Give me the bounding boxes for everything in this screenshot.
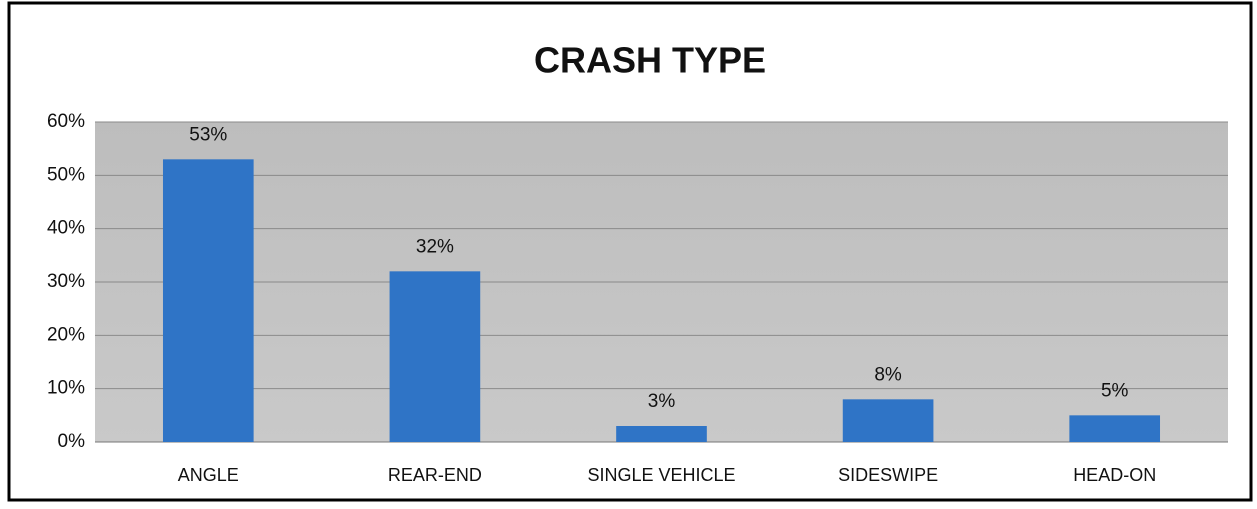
- value-label: 32%: [416, 236, 454, 257]
- value-label: 8%: [874, 364, 902, 385]
- x-tick-label: SIDESWIPE: [838, 465, 938, 485]
- y-tick-label: 0%: [58, 431, 86, 452]
- value-label: 53%: [189, 124, 227, 145]
- y-tick-label: 50%: [47, 164, 85, 185]
- y-tick-label: 40%: [47, 218, 85, 239]
- bar: [389, 271, 481, 442]
- x-tick-label: SINGLE VEHICLE: [587, 465, 735, 485]
- y-tick-label: 30%: [47, 271, 85, 292]
- x-tick-label: HEAD-ON: [1073, 465, 1156, 485]
- chart-title: CRASH TYPE: [534, 40, 766, 81]
- x-tick-label: REAR-END: [388, 465, 482, 485]
- y-tick-label: 10%: [47, 378, 85, 399]
- y-tick-label: 20%: [47, 324, 85, 345]
- x-tick-label: ANGLE: [178, 465, 239, 485]
- bar: [1069, 415, 1161, 442]
- bar: [616, 426, 707, 442]
- bar: [162, 159, 254, 443]
- bar: [842, 399, 934, 442]
- value-label: 5%: [1101, 380, 1129, 401]
- y-tick-label: 60%: [47, 111, 85, 132]
- value-label: 3%: [648, 391, 676, 412]
